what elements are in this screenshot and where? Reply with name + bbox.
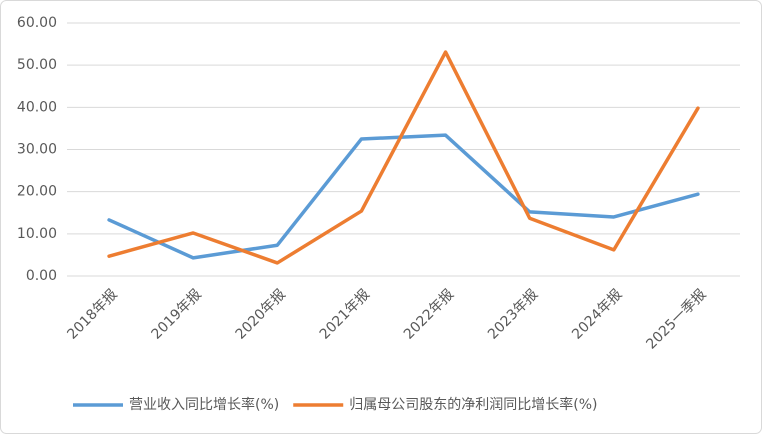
y-tick-label: 0.00 [26, 268, 57, 284]
y-tick-label: 10.00 [17, 226, 57, 242]
legend-label: 归属母公司股东的净利润同比增长率(%) [349, 396, 597, 413]
y-tick-label: 30.00 [17, 142, 57, 158]
y-tick-label: 60.00 [17, 15, 57, 31]
series-line [107, 50, 700, 265]
legend-label: 营业收入同比增长率(%) [129, 396, 279, 413]
y-tick-label: 40.00 [17, 99, 57, 115]
y-tick-label: 20.00 [17, 184, 57, 200]
y-tick-label: 50.00 [17, 57, 57, 73]
series-line [107, 133, 700, 260]
